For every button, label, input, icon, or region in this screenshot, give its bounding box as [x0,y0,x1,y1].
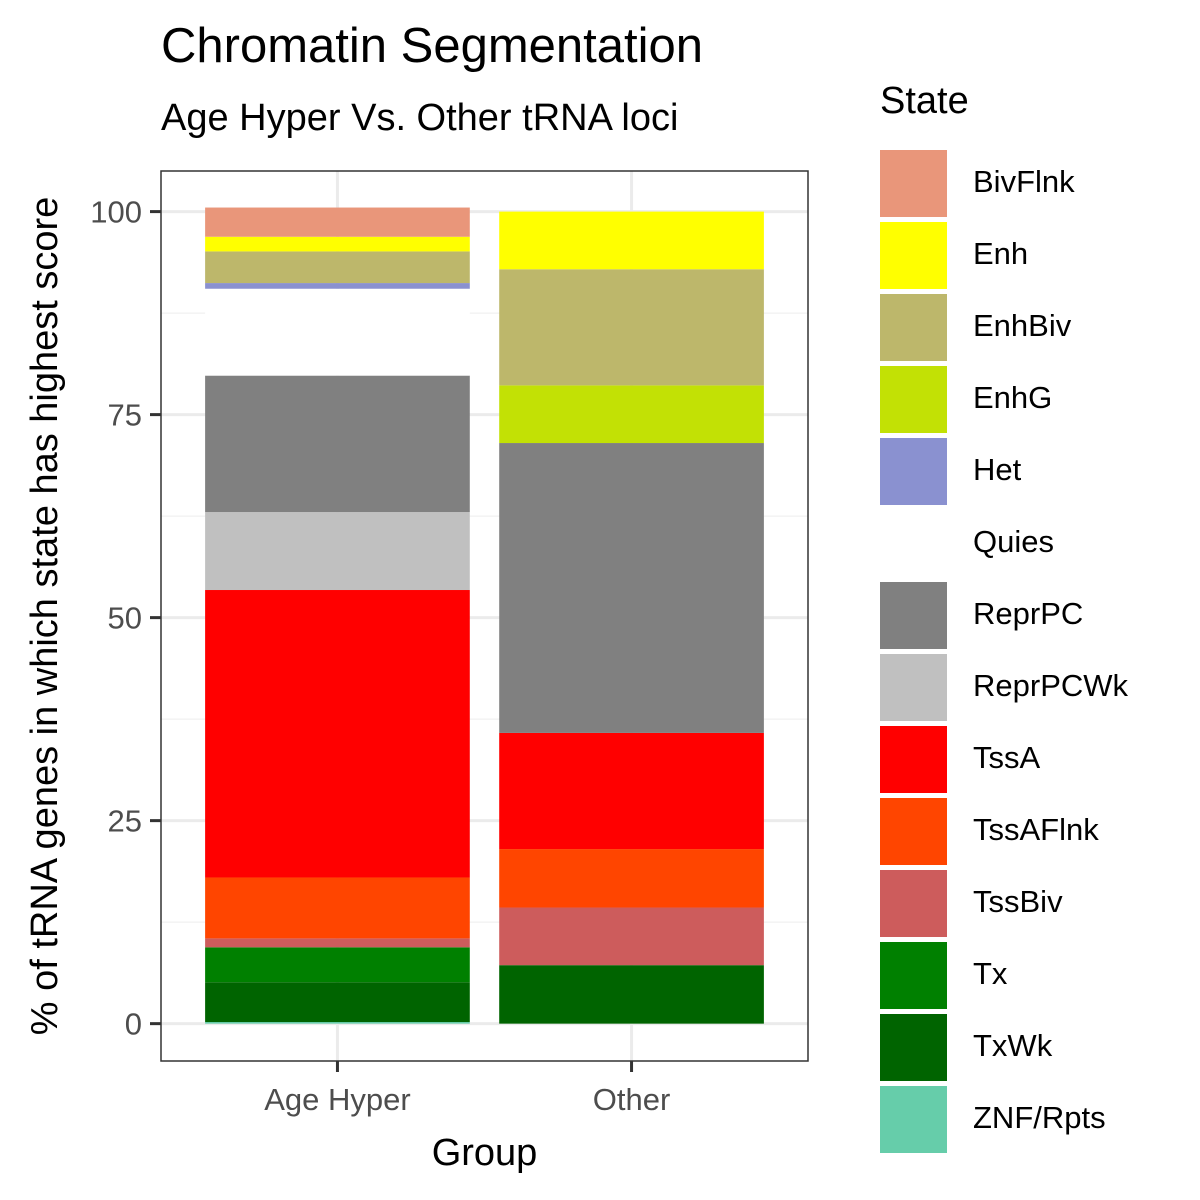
x-tick-label: Age Hyper [264,1082,410,1117]
legend-label: TssA [973,740,1041,775]
bar-segment-reprpc [499,443,764,733]
bar-segment-tx [205,947,470,983]
x-tick-label: Other [593,1082,671,1117]
legend-label: EnhBiv [973,308,1072,343]
bar-segment-reprpc [205,375,470,513]
legend-key [880,942,947,1009]
bar-segment-enhbiv [205,251,470,284]
stacked-bar-chart: 0 25 50 75 100 Age Hyper Other Group % of tRN… [24,170,809,1174]
bar-segment-tssa [205,590,470,878]
legend-label: Quies [973,524,1054,559]
bar-segment-bivflnk [205,207,470,237]
bar-segment-quies [205,288,470,376]
legend-label: Tx [973,956,1008,991]
x-axis: Age Hyper Other [264,1061,670,1117]
y-tick-label: 25 [108,804,142,839]
chart-subtitle: Age Hyper Vs. Other tRNA loci [161,97,679,139]
y-tick-label: 75 [108,398,142,433]
legend-key [880,870,947,937]
legend-label: Enh [973,236,1029,271]
bar-segment-znf-rpts [205,1022,470,1024]
bar-segment-tssbiv [499,907,764,966]
legend-label: EnhG [973,380,1053,415]
legend-item: ReprPCWk [880,652,1180,724]
legend-label: ReprPC [973,596,1084,631]
legend-title: State [880,80,969,122]
legend: BivFlnk Enh EnhBiv EnhG Het Quies ReprPC ReprPC… [880,148,1180,1156]
legend-key [880,1086,947,1153]
y-axis-label: % of tRNA genes in which state has highe… [24,197,66,1036]
legend-item: EnhG [880,364,1180,436]
bar-segment-enh [205,236,470,252]
legend-item: ReprPC [880,580,1180,652]
bar-segment-tssa [499,732,764,850]
legend-item: TssA [880,724,1180,796]
legend-key [880,582,947,649]
legend-key [880,150,947,217]
legend-label: BivFlnk [973,164,1075,199]
legend-item: TxWk [880,1012,1180,1084]
bar-segment-enhg [499,385,764,444]
legend-key [880,654,947,721]
legend-label: TssAFlnk [973,812,1099,847]
bar-segment-tssbiv [205,938,470,948]
legend-key [880,222,947,289]
legend-key [880,438,947,505]
legend-key [880,1014,947,1081]
y-axis: 0 25 50 75 100 [90,195,161,1042]
y-tick-label: 50 [108,601,142,636]
x-axis-label: Group [432,1132,538,1174]
legend-item: Tx [880,940,1180,1012]
legend-label: TssBiv [973,884,1063,919]
legend-item: ZNF/Rpts [880,1084,1180,1156]
legend-item: Het [880,436,1180,508]
legend-item: EnhBiv [880,292,1180,364]
bars [205,207,764,1024]
chart-title: Chromatin Segmentation [161,19,704,73]
legend-key [880,726,947,793]
panel-border [160,170,809,1062]
legend-item: Enh [880,220,1180,292]
legend-label: ZNF/Rpts [973,1100,1106,1135]
legend-key [880,366,947,433]
legend-item: BivFlnk [880,148,1180,220]
bar-segment-tssaflnk [205,877,470,939]
bar-segment-het [205,283,470,289]
legend-key [880,798,947,865]
bar-segment-txwk [499,965,764,1024]
legend-key [880,510,947,577]
legend-item: TssAFlnk [880,796,1180,868]
bar-segment-enhbiv [499,269,764,386]
y-tick-label: 0 [125,1007,142,1042]
bar-segment-enh [499,211,764,270]
legend-item: Quies [880,508,1180,580]
bar-segment-txwk [205,982,470,1023]
legend-label: TxWk [973,1028,1053,1063]
y-tick-label: 100 [90,195,142,230]
legend-key [880,294,947,361]
legend-label: Het [973,452,1022,487]
legend-item: TssBiv [880,868,1180,940]
legend-label: ReprPCWk [973,668,1129,703]
bar-segment-tssaflnk [499,849,764,908]
bar-segment-reprpcwk [205,512,470,591]
